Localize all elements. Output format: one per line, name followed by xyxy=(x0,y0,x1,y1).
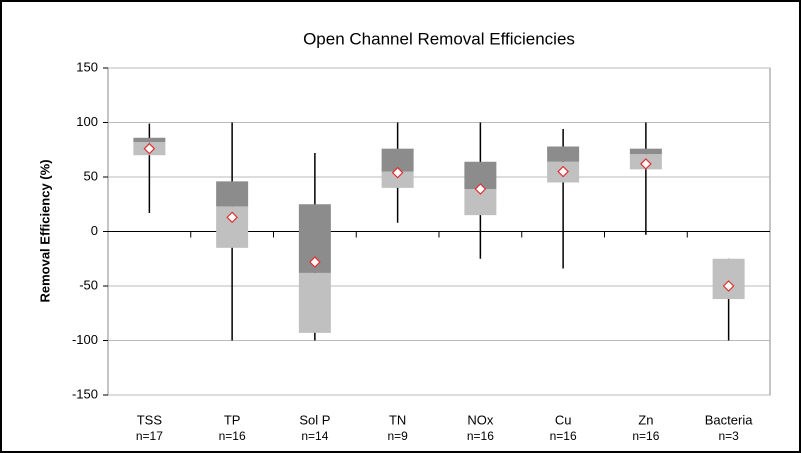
y-tick-label: -150 xyxy=(72,386,98,401)
n-label: n=3 xyxy=(718,429,739,443)
x-tick-label: TSS xyxy=(137,412,163,427)
box-upper xyxy=(381,148,414,172)
box-lower xyxy=(381,171,414,188)
n-label: n=14 xyxy=(301,429,328,443)
n-label: n=16 xyxy=(467,429,494,443)
mean-marker xyxy=(557,165,569,178)
x-tick-label: Zn xyxy=(638,412,653,427)
y-axis-label: Removal Efficiency (%) xyxy=(37,159,52,302)
y-tick-label: -50 xyxy=(79,277,98,292)
x-tick-label: Bacteria xyxy=(705,412,753,427)
n-label: n=9 xyxy=(387,429,408,443)
y-tick-label: 100 xyxy=(76,114,98,129)
n-label: n=16 xyxy=(632,429,659,443)
y-tick-label: 150 xyxy=(76,59,98,74)
box-lower xyxy=(712,258,745,300)
box-upper xyxy=(629,148,662,155)
mean-marker xyxy=(722,280,735,292)
x-tick-label: NOx xyxy=(467,412,494,427)
box-lower xyxy=(298,272,331,333)
box-upper xyxy=(216,181,249,207)
y-tick-label: -100 xyxy=(72,332,98,347)
n-label: n=16 xyxy=(219,429,246,443)
chart-title: Open Channel Removal Efficiencies xyxy=(303,29,575,48)
n-label: n=17 xyxy=(136,429,163,443)
mean-marker xyxy=(143,142,156,155)
mean-marker xyxy=(309,256,321,268)
mean-marker xyxy=(474,183,487,195)
y-tick-label: 0 xyxy=(91,223,98,238)
box-upper xyxy=(547,146,580,162)
x-tick-label: Cu xyxy=(555,412,572,427)
y-tick-label: 50 xyxy=(84,168,98,183)
mean-marker xyxy=(226,211,238,224)
mean-marker xyxy=(391,166,404,179)
x-tick-label: TP xyxy=(224,412,241,427)
box-upper xyxy=(133,137,166,143)
mean-marker xyxy=(640,158,652,170)
x-tick-label: Sol P xyxy=(299,412,330,427)
n-label: n=16 xyxy=(550,429,577,443)
x-tick-label: TN xyxy=(389,412,406,427)
